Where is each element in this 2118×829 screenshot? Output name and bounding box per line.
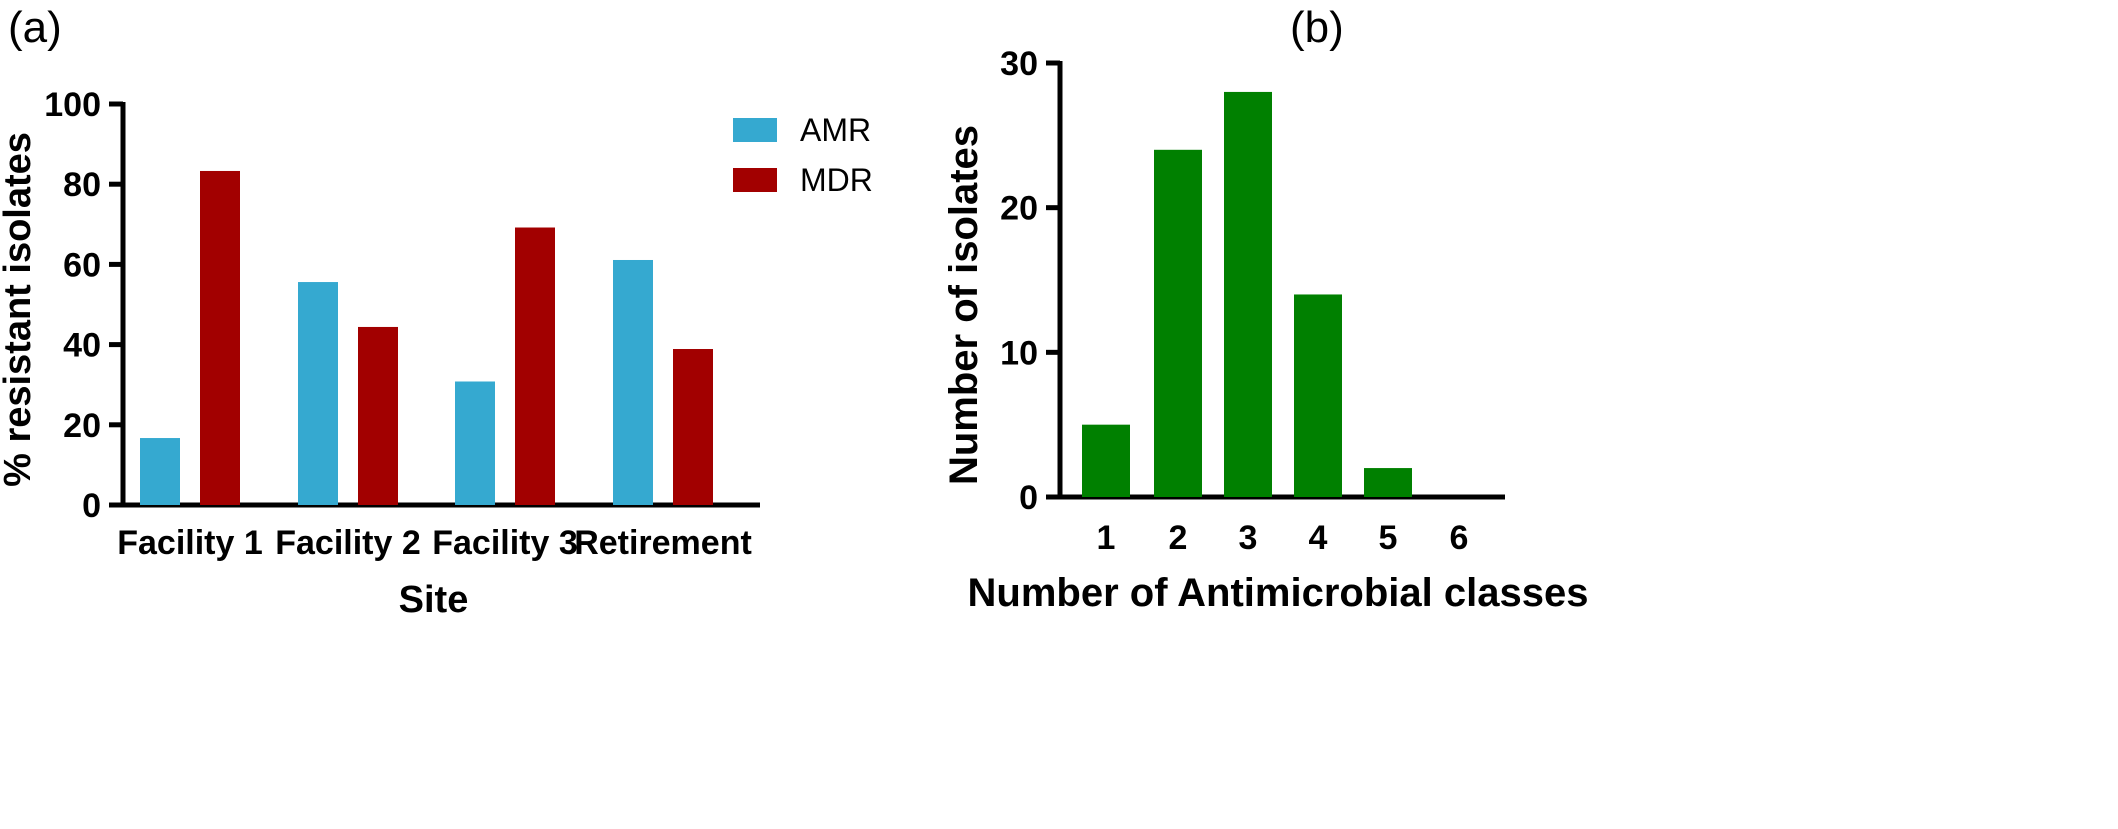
chart-a-bar-amr bbox=[298, 282, 338, 505]
chart-b-bar bbox=[1224, 91, 1272, 497]
chart-b-bar bbox=[1082, 424, 1130, 497]
chart-b-y-tick-label: 20 bbox=[1000, 190, 1038, 228]
chart-b-bar bbox=[1364, 468, 1412, 497]
chart-b-x-tick-label: 4 bbox=[1309, 519, 1328, 557]
chart-b-x-tick-label: 6 bbox=[1450, 519, 1469, 557]
chart-b-y-axis-title: Number of isolates bbox=[942, 125, 986, 485]
chart-a-legend: AMR MDR bbox=[733, 112, 873, 198]
chart-a-y-tick-label: 100 bbox=[44, 86, 101, 124]
legend-label-amr: AMR bbox=[800, 112, 871, 148]
chart-a-resistance-by-site: Site % resistant isolates AMR MDR 0 20 40 60… bbox=[0, 86, 873, 621]
legend-swatch-mdr bbox=[733, 168, 777, 192]
chart-a-x-tick-label: Facility 1 bbox=[117, 524, 263, 562]
chart-b-bar bbox=[1294, 294, 1342, 497]
chart-b-isolates-by-class-count: Number of Antimicrobial classes Number o… bbox=[942, 45, 1588, 615]
legend-swatch-amr bbox=[733, 118, 777, 142]
chart-b-bar bbox=[1154, 149, 1202, 498]
chart-a-y-axis-title: % resistant isolates bbox=[0, 132, 39, 487]
chart-a-y-tick-label: 20 bbox=[63, 407, 101, 445]
panel-a-label: (a) bbox=[8, 3, 62, 52]
chart-b-x-tick-label: 1 bbox=[1097, 519, 1116, 557]
chart-a-bar-amr bbox=[613, 259, 653, 505]
panel-b-label: (b) bbox=[1290, 3, 1344, 52]
chart-a-bar-mdr bbox=[673, 349, 713, 505]
chart-a-x-tick-label: Facility 2 bbox=[275, 524, 421, 562]
chart-a-x-tick-label: Facility 3 bbox=[432, 524, 578, 562]
chart-b-x-tick-label: 3 bbox=[1239, 519, 1258, 557]
chart-a-bar-mdr bbox=[358, 326, 398, 505]
chart-b-y-tick-label: 0 bbox=[1019, 479, 1038, 517]
chart-a-bar-mdr bbox=[200, 170, 240, 506]
chart-b-y-tick-label: 10 bbox=[1000, 334, 1038, 372]
chart-b-x-tick-label: 5 bbox=[1379, 519, 1398, 557]
chart-b-x-tick-label: 2 bbox=[1169, 519, 1188, 557]
chart-b-x-axis-title: Number of Antimicrobial classes bbox=[968, 571, 1589, 615]
chart-a-y-tick-label: 40 bbox=[63, 327, 101, 365]
chart-a-bar-mdr bbox=[515, 227, 555, 505]
chart-a-x-tick-label: Retirement bbox=[574, 524, 752, 562]
legend-label-mdr: MDR bbox=[800, 162, 873, 198]
chart-a-x-axis-title: Site bbox=[399, 579, 469, 621]
chart-a-y-tick-label: 60 bbox=[63, 246, 101, 284]
chart-a-y-tick-label: 80 bbox=[63, 166, 101, 204]
chart-a-bar-amr bbox=[455, 381, 495, 505]
chart-b-y-tick-label: 30 bbox=[1000, 45, 1038, 83]
chart-a-y-tick-label: 0 bbox=[82, 487, 101, 525]
chart-a-bar-amr bbox=[140, 438, 180, 505]
